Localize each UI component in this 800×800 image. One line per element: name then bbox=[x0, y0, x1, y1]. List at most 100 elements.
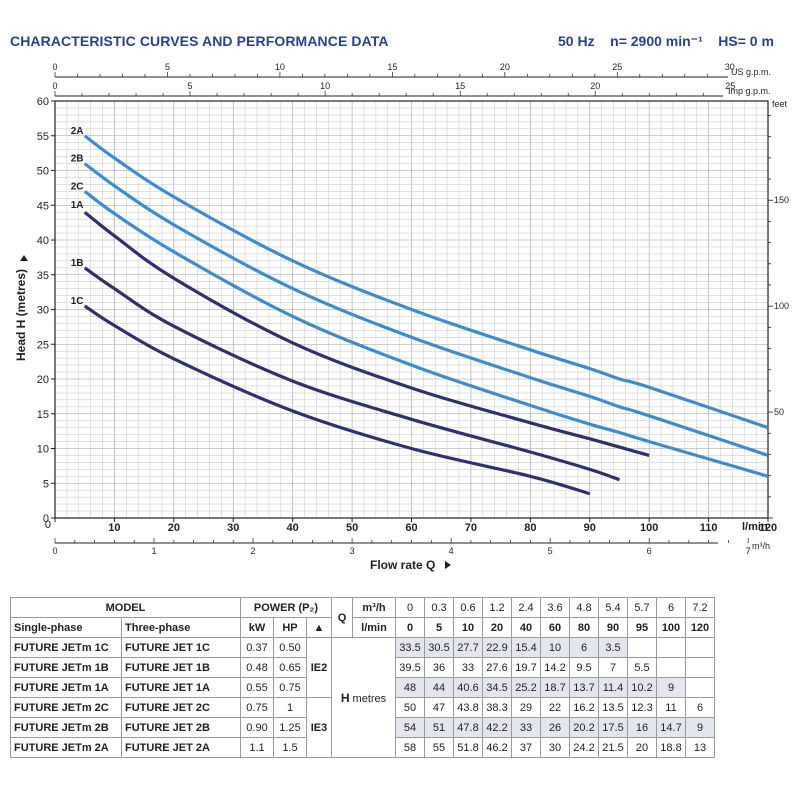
power-hp: 0.65 bbox=[273, 657, 307, 678]
head-value-cell: 30 bbox=[540, 737, 570, 758]
head-value-cell: 13.5 bbox=[598, 697, 628, 718]
x-unit-m3h: m³/h bbox=[752, 541, 770, 551]
head-value-cell: 16.2 bbox=[569, 697, 599, 718]
three-phase-model: FUTURE JET 1B bbox=[121, 657, 241, 678]
head-value-cell bbox=[627, 637, 657, 658]
head-value-cell: 14.7 bbox=[656, 717, 686, 738]
head-value-cell: 44 bbox=[424, 677, 454, 698]
power-hp: 1 bbox=[273, 697, 307, 718]
x-tick-label: 120 bbox=[759, 522, 777, 534]
y-tick-label: 45 bbox=[37, 200, 49, 212]
head-value-cell: 20.2 bbox=[569, 717, 599, 738]
m3h-tick-label: 4 bbox=[449, 546, 454, 556]
q-lmin-cell: 120 bbox=[685, 617, 715, 638]
y-right-tick-label: 150 bbox=[774, 195, 789, 205]
x-tick-label: 100 bbox=[640, 522, 658, 534]
q-m3h-cell: 0 bbox=[395, 597, 425, 618]
power-kw: 0.75 bbox=[240, 697, 274, 718]
q-m3h-cell: 5.7 bbox=[627, 597, 657, 618]
power-header: POWER (P₂) bbox=[240, 597, 332, 618]
q-lmin-cell: 60 bbox=[540, 617, 570, 638]
q-label: Q bbox=[331, 597, 353, 638]
impgpm-tick-label: 0 bbox=[52, 81, 57, 91]
impgpm-tick-label: 10 bbox=[320, 81, 330, 91]
head-value-cell bbox=[656, 637, 686, 658]
head-value-cell: 5.5 bbox=[627, 657, 657, 678]
head-value-cell: 3.5 bbox=[598, 637, 628, 658]
q-lmin-cell: 10 bbox=[453, 617, 483, 638]
usgpm-tick-label: 20 bbox=[500, 62, 510, 72]
head-value-cell bbox=[685, 677, 715, 698]
curve-2c bbox=[83, 190, 769, 478]
curve-label-2a: 2A bbox=[71, 126, 84, 137]
head-value-cell: 11.4 bbox=[598, 677, 628, 698]
y-tick-label: 10 bbox=[37, 444, 49, 456]
curve-2a bbox=[83, 134, 769, 430]
q-lmin-cell: 90 bbox=[598, 617, 628, 638]
y-right-unit-feet: feet bbox=[772, 99, 788, 109]
head-value-cell: 27.7 bbox=[453, 637, 483, 658]
m3h-tick-label: 2 bbox=[251, 546, 256, 556]
x-tick-label: 30 bbox=[227, 522, 239, 534]
x-tick-label: 110 bbox=[700, 522, 718, 534]
single-phase-model: FUTURE JETm 1C bbox=[10, 637, 122, 658]
x-tick-label: 50 bbox=[346, 522, 358, 534]
performance-table: MODEL POWER (P₂) Q m³/h 0 0.3 0.6 1.2 2.… bbox=[10, 597, 715, 758]
q-m3h-cell: 0.3 bbox=[424, 597, 454, 618]
head-value-cell: 47 bbox=[424, 697, 454, 718]
x-tick-label: 0 bbox=[45, 519, 51, 531]
head-value-cell: 58 bbox=[395, 737, 425, 758]
q-lmin-cell: 20 bbox=[482, 617, 512, 638]
m3h-tick-label: 7 bbox=[746, 546, 751, 556]
head-value-cell: 42.2 bbox=[482, 717, 512, 738]
head-value-cell: 33.5 bbox=[395, 637, 425, 658]
curve-label-1a: 1A bbox=[71, 200, 84, 211]
head-value-cell: 19.7 bbox=[511, 657, 541, 678]
single-phase-model: FUTURE JETm 2C bbox=[10, 697, 122, 718]
y-right-tick-label: 100 bbox=[774, 301, 789, 311]
single-phase-header: Single-phase bbox=[10, 617, 122, 638]
usgpm-tick-label: 0 bbox=[52, 62, 57, 72]
q-m3h-cell: 6 bbox=[656, 597, 686, 618]
operating-conditions: 50 Hz n= 2900 min⁻¹ HS= 0 m bbox=[558, 33, 774, 50]
q-lmin-cell: 80 bbox=[569, 617, 599, 638]
head-value-cell: 21.5 bbox=[598, 737, 628, 758]
curve-label-2b: 2B bbox=[71, 154, 84, 165]
y-tick-label: 20 bbox=[37, 374, 49, 386]
y-tick-label: 60 bbox=[37, 96, 49, 108]
ie2-class: IE2 bbox=[306, 637, 332, 698]
usgpm-tick-label: 30 bbox=[725, 62, 735, 72]
suction-height-label: HS= 0 m bbox=[718, 33, 774, 49]
head-value-cell: 26 bbox=[540, 717, 570, 738]
q-lmin-cell: 95 bbox=[627, 617, 657, 638]
table-row: FUTURE JETm 1B FUTURE JET 1B 0.48 0.65 39.5 3… bbox=[10, 657, 715, 678]
table-row: FUTURE JETm 1C FUTURE JET 1C 0.37 0.50 IE2 H … bbox=[10, 637, 715, 758]
head-value-cell: 40.6 bbox=[453, 677, 483, 698]
y-tick-label: 5 bbox=[43, 478, 49, 490]
impgpm-tick-label: 25 bbox=[725, 81, 735, 91]
head-value-cell: 9 bbox=[656, 677, 686, 698]
head-value-cell: 17.5 bbox=[598, 717, 628, 738]
table-row: FUTURE JETm 2A FUTURE JET 2A 1.1 1.5 58 55 51.… bbox=[10, 737, 715, 758]
y-tick-label: 15 bbox=[37, 409, 49, 421]
q-lmin-cell: 5 bbox=[424, 617, 454, 638]
x-tick-label: 40 bbox=[287, 522, 299, 534]
impgpm-tick-label: 5 bbox=[188, 81, 193, 91]
head-value-cell: 9 bbox=[685, 717, 715, 738]
head-value-cell: 54 bbox=[395, 717, 425, 738]
q-m3h-cell: 3.6 bbox=[540, 597, 570, 618]
curve-1a bbox=[83, 210, 650, 457]
curve-label-1c: 1C bbox=[71, 296, 84, 307]
head-value-cell: 39.5 bbox=[395, 657, 425, 678]
head-value-cell: 15.4 bbox=[511, 637, 541, 658]
x-tick-label: 80 bbox=[524, 522, 536, 534]
power-kw: 0.55 bbox=[240, 677, 274, 698]
y-tick-label: 50 bbox=[37, 166, 49, 178]
three-phase-model: FUTURE JET 1A bbox=[121, 677, 241, 698]
h-unit: metres bbox=[352, 692, 387, 705]
m3h-tick-label: 5 bbox=[548, 546, 553, 556]
head-value-cell: 51 bbox=[424, 717, 454, 738]
q-m3h-cell: 1.2 bbox=[482, 597, 512, 618]
head-value-cell: 6 bbox=[685, 697, 715, 718]
